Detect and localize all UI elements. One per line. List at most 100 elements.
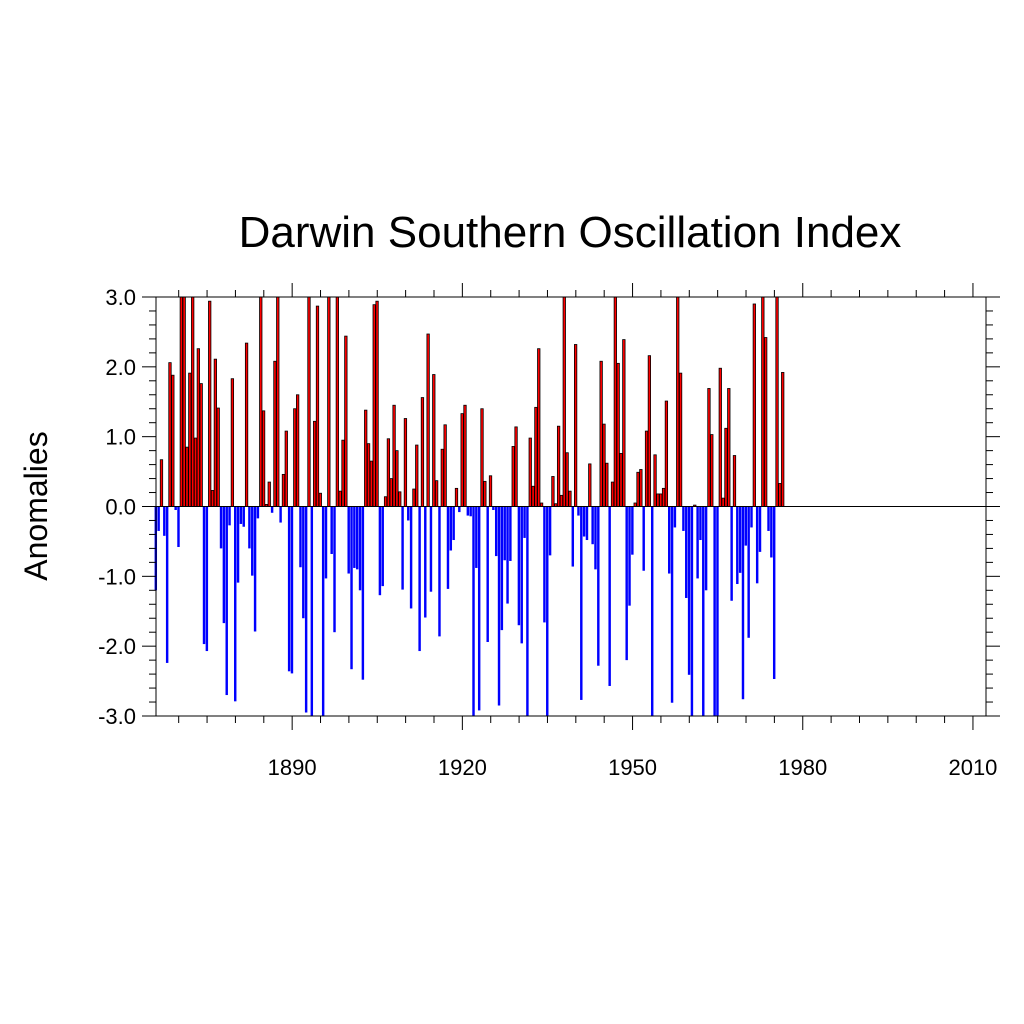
- positive-bar: [276, 296, 280, 507]
- negative-bar: [330, 506, 333, 554]
- positive-bar: [454, 487, 459, 507]
- negative-bar: [163, 506, 166, 536]
- positive-bar: [193, 437, 198, 507]
- y-axis-label: Anomalies: [18, 431, 54, 580]
- positive-bar: [199, 383, 203, 507]
- positive-bar: [259, 296, 263, 507]
- negative-bar: [321, 506, 325, 716]
- negative-bar: [333, 506, 336, 633]
- positive-bar: [313, 420, 317, 507]
- positive-bar: [721, 497, 725, 507]
- positive-bar: [366, 443, 371, 507]
- negative-bar: [772, 506, 776, 679]
- positive-bar: [395, 450, 399, 507]
- positive-bar: [440, 448, 444, 507]
- negative-bar: [503, 506, 506, 561]
- positive-bar: [678, 372, 683, 507]
- positive-bar: [375, 300, 379, 507]
- positive-bar: [188, 372, 192, 507]
- positive-bar: [171, 374, 175, 507]
- positive-bar: [293, 408, 297, 507]
- positive-bar: [732, 455, 737, 507]
- negative-bar: [424, 506, 427, 618]
- positive-bar: [727, 388, 731, 507]
- negative-bar: [279, 506, 282, 523]
- positive-bar: [196, 348, 200, 507]
- positive-bar: [664, 400, 669, 507]
- positive-bar: [315, 305, 320, 507]
- positive-bar: [159, 459, 164, 507]
- positive-bar: [718, 367, 722, 507]
- negative-bar: [580, 506, 583, 700]
- negative-bar: [546, 506, 549, 716]
- negative-bar: [157, 506, 160, 531]
- positive-bar: [403, 418, 408, 507]
- positive-bar: [208, 300, 212, 507]
- negative-bar: [219, 506, 223, 549]
- positive-bar: [707, 388, 711, 507]
- negative-bar: [690, 506, 694, 716]
- y-tick-label: 1.0: [105, 425, 136, 450]
- positive-bar: [415, 444, 419, 507]
- y-tick-label: 2.0: [105, 355, 136, 380]
- negative-bar: [324, 506, 328, 579]
- positive-bar: [267, 481, 271, 507]
- positive-bar: [565, 452, 569, 507]
- negative-bar: [477, 506, 481, 711]
- negative-bar: [472, 506, 475, 716]
- positive-bar: [661, 487, 666, 507]
- negative-bar: [242, 506, 245, 527]
- negative-bar: [381, 506, 384, 587]
- positive-bar: [327, 296, 331, 507]
- positive-bar: [216, 407, 220, 507]
- negative-bar: [758, 506, 762, 552]
- negative-bar: [205, 506, 209, 652]
- negative-bar: [492, 506, 495, 510]
- negative-bar: [409, 506, 413, 609]
- negative-bar: [736, 506, 739, 585]
- positive-bar: [568, 490, 572, 507]
- y-tick-label: -1.0: [98, 564, 136, 589]
- negative-bar: [716, 506, 719, 716]
- negative-bar: [738, 506, 742, 573]
- positive-bar: [556, 425, 561, 507]
- negative-bar: [347, 506, 350, 574]
- negative-bar: [582, 506, 586, 537]
- negative-bar: [517, 506, 521, 626]
- y-tick-label: -3.0: [98, 704, 136, 729]
- negative-bar: [236, 506, 240, 583]
- negative-bar: [597, 506, 600, 666]
- positive-bar: [514, 426, 518, 507]
- positive-bar: [435, 480, 439, 507]
- positive-bar: [511, 446, 515, 507]
- positive-bar: [676, 296, 680, 507]
- positive-bar: [562, 296, 566, 507]
- negative-bar: [631, 506, 634, 555]
- negative-bar: [401, 506, 404, 590]
- positive-bar: [588, 463, 592, 507]
- positive-bar: [420, 397, 425, 507]
- positive-bar: [539, 502, 544, 507]
- positive-bar: [488, 475, 493, 507]
- negative-bar: [174, 506, 177, 510]
- positive-bar: [531, 485, 535, 507]
- negative-bar: [699, 506, 702, 541]
- negative-bar: [446, 506, 450, 589]
- positive-bar: [210, 490, 215, 507]
- positive-bar: [559, 494, 564, 507]
- negative-bar: [475, 506, 478, 568]
- negative-bar: [767, 506, 770, 531]
- positive-bar: [432, 374, 436, 507]
- positive-bar: [398, 491, 402, 507]
- negative-bar: [299, 506, 302, 568]
- negative-bar: [494, 506, 498, 557]
- negative-bar: [165, 506, 169, 663]
- negative-bar: [458, 506, 461, 513]
- positive-bar: [230, 378, 235, 507]
- positive-bar: [284, 430, 288, 507]
- positive-bar: [659, 493, 663, 507]
- negative-bar: [234, 506, 237, 702]
- negative-bar: [486, 506, 489, 642]
- positive-bar: [616, 362, 620, 507]
